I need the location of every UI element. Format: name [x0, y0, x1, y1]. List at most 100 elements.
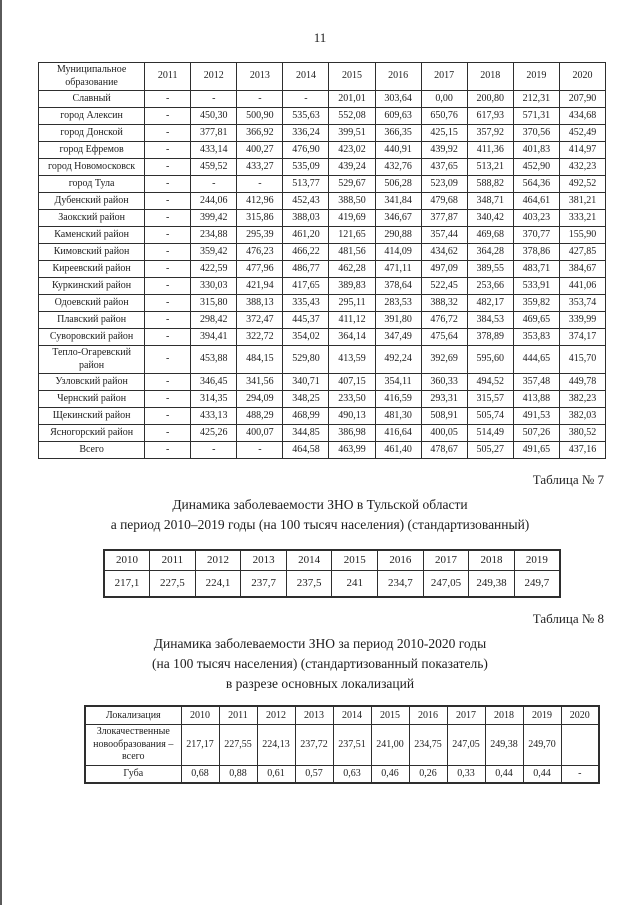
value-cell: 388,03 [282, 209, 330, 227]
value-cell: 469,65 [512, 311, 560, 329]
value-cell: 433,27 [236, 158, 284, 176]
table-row: Ясногорский район -425,26 400,07 344,85 386,… [37, 424, 607, 442]
row-label-cell: Губа [84, 764, 182, 784]
value-cell: 0,26 [408, 764, 448, 784]
value-cell: 478,67 [420, 441, 468, 459]
value-cell: 464,61 [512, 192, 560, 210]
value-cell: 453,88 [190, 345, 238, 374]
value-cell: 461,40 [374, 441, 422, 459]
value-cell: 339,99 [558, 311, 607, 329]
value-cell: - [144, 124, 192, 142]
value-cell: - [144, 260, 192, 278]
value-cell: 399,42 [190, 209, 238, 227]
value-cell: 330,03 [190, 277, 238, 295]
value-cell: 217,1 [103, 569, 151, 597]
table-row: город Алексин -450,30 500,90 535,63 552,08 60… [37, 107, 607, 125]
value-cell: 384,53 [466, 311, 514, 329]
value-cell: 380,52 [558, 424, 607, 442]
value-cell: - [190, 90, 238, 108]
table-body: Славный - - - -201,01 303,64 0,00 200,80 212,31 2… [37, 90, 607, 459]
value-cell: - [144, 90, 192, 108]
table-header: Локализация 2010 2011 2012 2013 2014 2015 2016 2… [84, 705, 600, 726]
value-cell: 372,47 [236, 311, 284, 329]
header-cell: 2016 [408, 705, 448, 726]
localization-incidence-table: Локализация 2010 2011 2012 2013 2014 2015 2016 2… [84, 705, 600, 784]
header-cell: 2014 [285, 549, 333, 571]
row-label-cell: Кимовский район [37, 243, 146, 261]
value-cell: 241,00 [370, 724, 410, 766]
value-cell: 249,38 [468, 569, 515, 597]
value-cell: 507,26 [512, 424, 560, 442]
row-label-cell: Заокский район [37, 209, 146, 227]
row-label-cell: Суворовский район [37, 328, 146, 346]
value-cell: 224,1 [194, 569, 242, 597]
value-cell: 494,52 [466, 373, 514, 391]
value-cell: 347,49 [374, 328, 422, 346]
municipality-incidence-table: Муниципальное образование 2011 2012 2013 201… [37, 62, 607, 459]
row-label-cell: Ясногорский район [37, 424, 146, 442]
value-cell: 353,83 [512, 328, 560, 346]
header-cell: 2013 [294, 705, 334, 726]
value-cell: 336,24 [282, 124, 330, 142]
value-cell: 492,52 [558, 175, 607, 193]
row-label-cell: Куркинский район [37, 277, 146, 295]
value-cell: 382,23 [558, 390, 607, 408]
row-label-cell: Всего [37, 441, 146, 459]
value-cell: 463,99 [328, 441, 376, 459]
table-body: Злокачественные новообразования – всего 2… [84, 724, 600, 784]
header-cell: Локализация [84, 705, 182, 726]
table-header-row: Муниципальное образование 2011 2012 2013 201… [37, 62, 607, 91]
value-cell: - [144, 311, 192, 329]
header-cell: 2020 [560, 705, 600, 726]
header-cell: 2016 [374, 62, 422, 91]
header-cell: 2010 [180, 705, 220, 726]
value-cell: 403,23 [512, 209, 560, 227]
value-cell: 439,92 [420, 141, 468, 159]
value-cell: 0,33 [446, 764, 486, 784]
value-cell: 370,77 [512, 226, 560, 244]
value-cell: 466,22 [282, 243, 330, 261]
value-cell: 506,28 [374, 175, 422, 193]
row-label-cell: Тепло-Огаревский район [37, 345, 146, 374]
value-cell: 389,55 [466, 260, 514, 278]
value-cell: 400,27 [236, 141, 284, 159]
table-row: Дубенский район -244,06 412,96 452,43 388,50… [37, 192, 607, 210]
value-cell: - [144, 226, 192, 244]
table-row: Каменский район -234,88 295,39 461,20 121,65… [37, 226, 607, 244]
value-cell: 533,91 [512, 277, 560, 295]
header-cell: 2017 [420, 62, 468, 91]
table7-caption: Таблица № 7 [532, 472, 604, 487]
value-cell: 333,21 [558, 209, 607, 227]
value-cell: - [144, 243, 192, 261]
row-label-cell: город Алексин [37, 107, 146, 125]
value-cell: 366,35 [374, 124, 422, 142]
value-cell: 588,82 [466, 175, 514, 193]
header-cell: 2012 [190, 62, 238, 91]
value-cell: 388,32 [420, 294, 468, 312]
value-cell: 514,49 [466, 424, 514, 442]
value-cell: 475,64 [420, 328, 468, 346]
row-label-cell: Дубенский район [37, 192, 146, 210]
value-cell: 212,31 [512, 90, 560, 108]
value-cell: 315,86 [236, 209, 284, 227]
value-cell: 444,65 [512, 345, 560, 374]
value-cell: 364,14 [328, 328, 376, 346]
table-row: Куркинский район -330,03 421,94 417,65 389,8… [37, 277, 607, 295]
value-cell: 378,89 [466, 328, 514, 346]
value-cell: 359,82 [512, 294, 560, 312]
value-cell: 217,17 [180, 724, 220, 766]
value-cell: 247,05 [422, 569, 470, 597]
value-cell: 491,53 [512, 407, 560, 425]
value-cell: 481,56 [328, 243, 376, 261]
value-cell: 425,15 [420, 124, 468, 142]
value-cell: 452,90 [512, 158, 560, 176]
value-cell: 513,77 [282, 175, 330, 193]
value-cell: 0,44 [522, 764, 562, 784]
value-cell: - [144, 277, 192, 295]
value-cell: 461,20 [282, 226, 330, 244]
value-cell: 0,88 [218, 764, 258, 784]
value-cell: 0,44 [484, 764, 524, 784]
row-label-cell: Злокачественные новообразования – всего [84, 724, 182, 766]
table-row: Щекинский район -433,13 488,29 468,99 490,13… [37, 407, 607, 425]
value-cell: 360,33 [420, 373, 468, 391]
